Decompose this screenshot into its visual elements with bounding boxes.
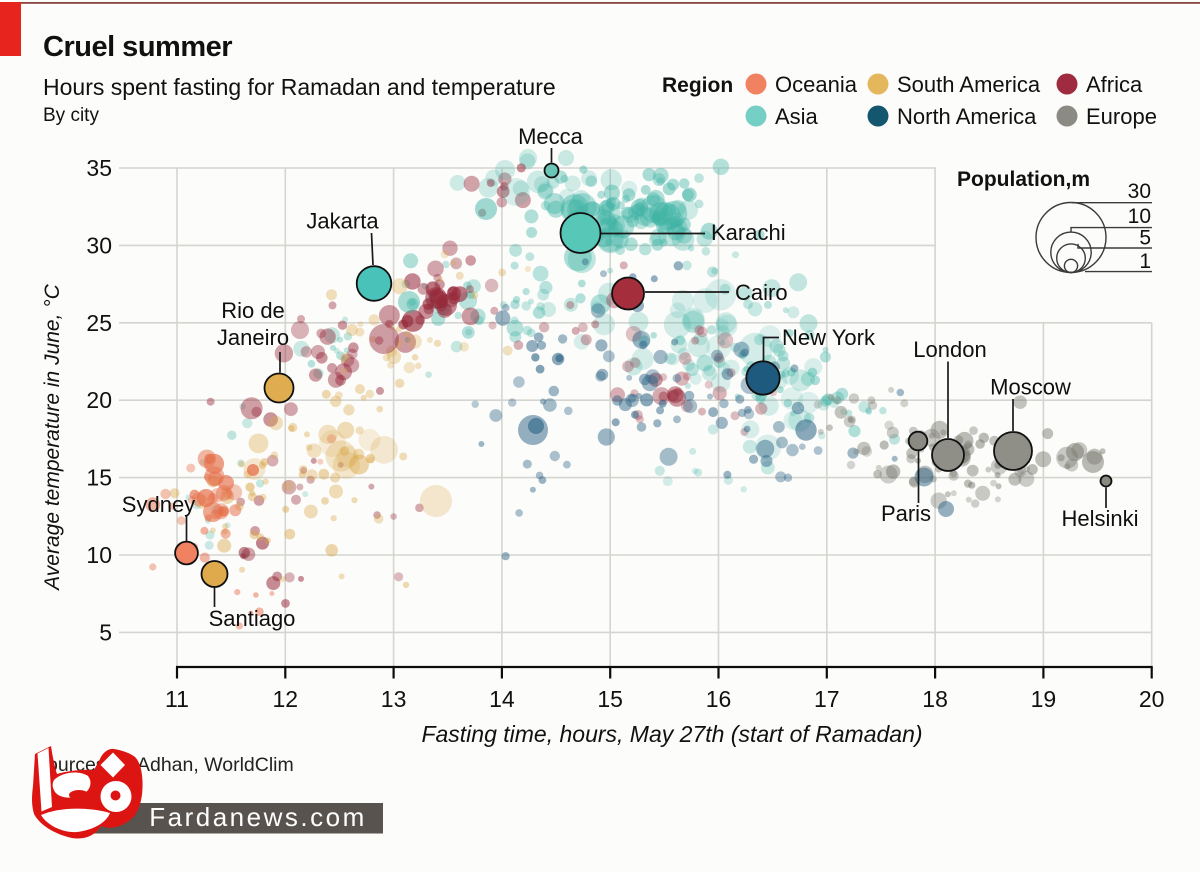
svg-text:South America: South America: [897, 72, 1041, 97]
svg-text:New York: New York: [782, 325, 876, 350]
svg-text:10: 10: [86, 542, 112, 568]
svg-text:30: 30: [86, 232, 112, 258]
svg-text:Region: Region: [662, 74, 733, 97]
svg-text:Paris: Paris: [881, 501, 931, 526]
svg-text:1: 1: [1139, 250, 1151, 273]
svg-text:14: 14: [489, 686, 515, 712]
svg-text:10: 10: [1128, 205, 1151, 228]
svg-text:Fardanews.com: Fardanews.com: [149, 802, 366, 832]
svg-text:Europe: Europe: [1086, 104, 1157, 129]
svg-text:Janeiro: Janeiro: [217, 325, 289, 350]
svg-text:16: 16: [706, 686, 732, 712]
svg-text:5: 5: [1139, 227, 1151, 250]
svg-text:Karachi: Karachi: [711, 220, 786, 245]
svg-text:Jakarta: Jakarta: [306, 209, 379, 234]
svg-text:Fasting time, hours, May 27th: Fasting time, hours, May 27th (start of …: [421, 721, 922, 747]
svg-text:Moscow: Moscow: [990, 375, 1071, 400]
svg-text:Cruel summer: Cruel summer: [43, 31, 232, 63]
svg-text:30: 30: [1128, 180, 1151, 203]
svg-text:Oceania: Oceania: [775, 72, 858, 97]
svg-text:Cairo: Cairo: [735, 280, 788, 305]
svg-text:Santiago: Santiago: [209, 606, 296, 631]
svg-text:North America: North America: [897, 104, 1037, 129]
svg-text:35: 35: [86, 155, 112, 181]
svg-text:By city: By city: [43, 105, 99, 126]
svg-text:Asia: Asia: [775, 104, 819, 129]
svg-text:17: 17: [814, 686, 840, 712]
svg-text:Hours spent fasting for Ramada: Hours spent fasting for Ramadan and temp…: [43, 74, 556, 100]
svg-text:19: 19: [1031, 686, 1057, 712]
svg-text:Average temperature in June, °: Average temperature in June, °C: [41, 283, 64, 592]
svg-text:5: 5: [99, 619, 112, 645]
svg-text:15: 15: [597, 686, 623, 712]
svg-text:18: 18: [922, 686, 948, 712]
svg-text:11: 11: [165, 686, 189, 712]
svg-text:15: 15: [86, 465, 112, 491]
svg-text:25: 25: [86, 310, 112, 336]
svg-text:Population,m: Population,m: [957, 168, 1090, 191]
svg-text:Mecca: Mecca: [518, 124, 584, 149]
svg-text:Rio de: Rio de: [221, 298, 285, 323]
svg-text:20: 20: [86, 387, 112, 413]
svg-text:London: London: [913, 337, 986, 362]
svg-text:12: 12: [273, 686, 299, 712]
svg-text:Helsinki: Helsinki: [1061, 506, 1138, 531]
svg-text:Africa: Africa: [1086, 72, 1143, 97]
svg-text:13: 13: [381, 686, 407, 712]
svg-text:20: 20: [1139, 686, 1165, 712]
svg-text:Sydney: Sydney: [122, 492, 195, 517]
